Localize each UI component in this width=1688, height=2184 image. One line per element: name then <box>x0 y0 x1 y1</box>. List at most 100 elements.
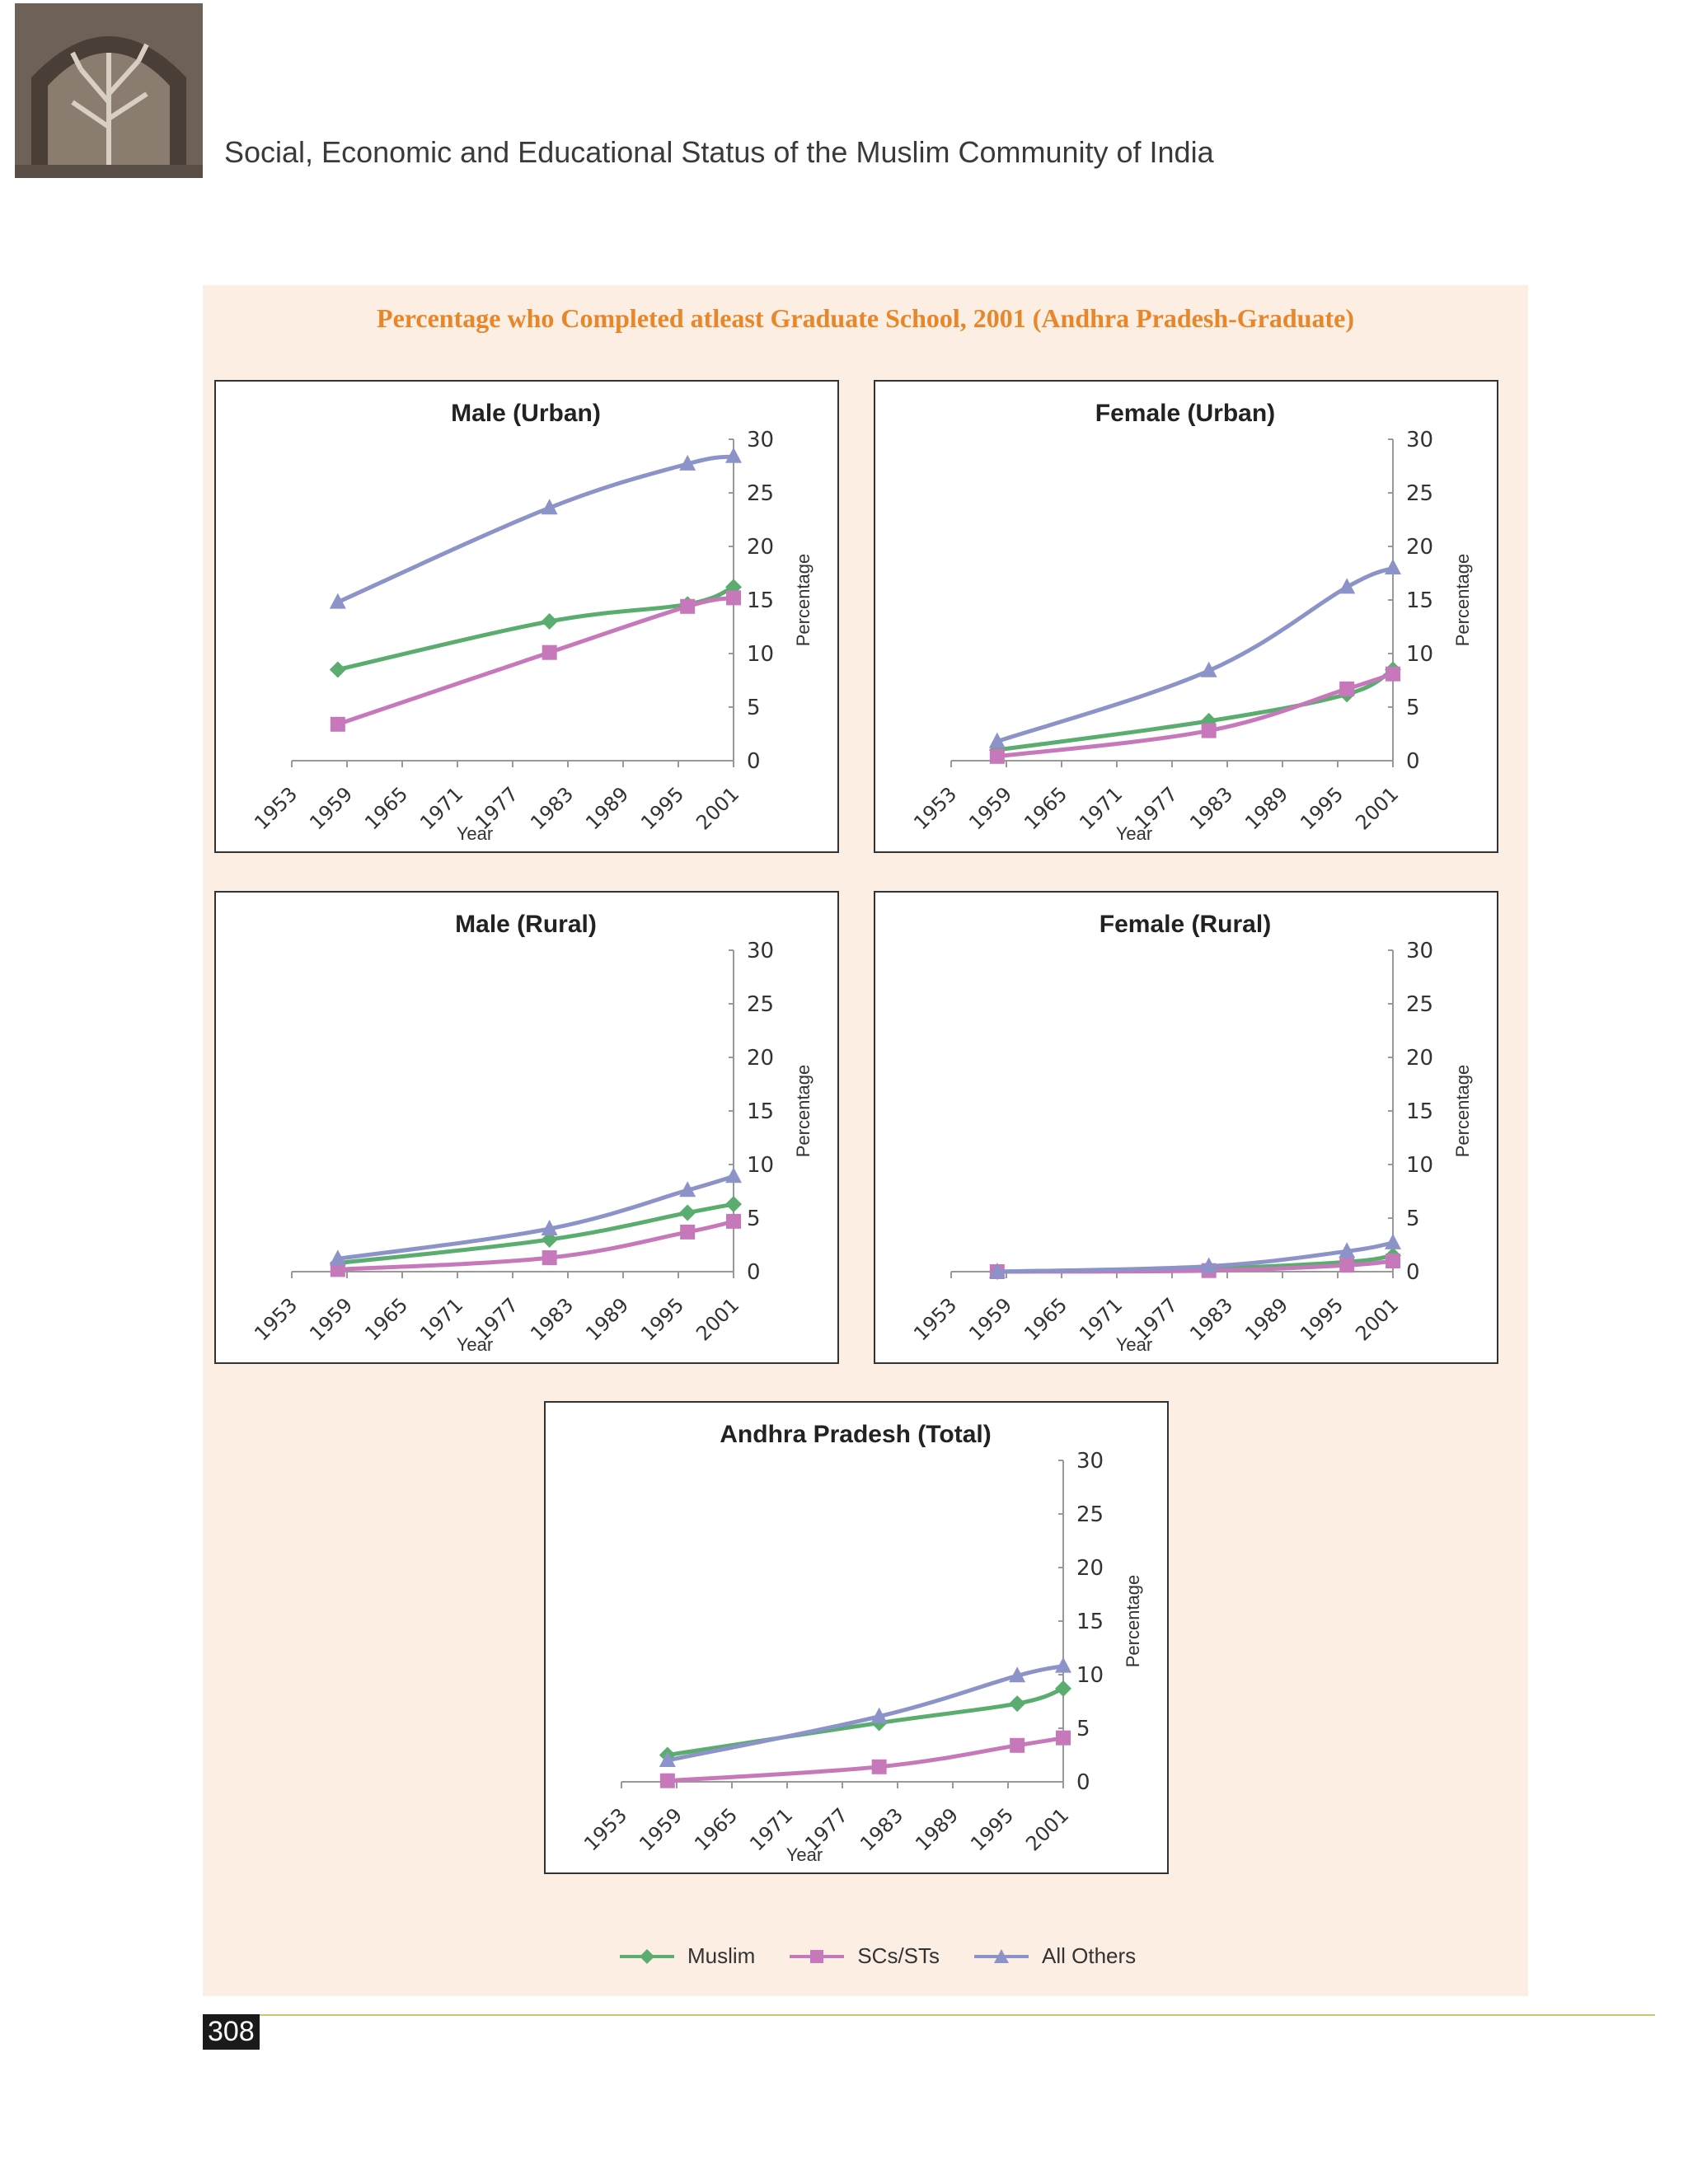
y-tick-label: 5 <box>1406 696 1420 720</box>
data-point-all-others <box>988 1263 1006 1278</box>
data-point-all-others <box>1385 559 1401 574</box>
x-tick-label: 1965 <box>690 1803 742 1855</box>
data-point-muslim <box>725 579 742 596</box>
y-tick-label: 20 <box>747 535 774 560</box>
chart-svg: Male (Urban)1953 1959 1965 1971 1977 1983 1989… <box>250 400 814 844</box>
data-point-all-others <box>725 447 742 463</box>
data-point-all-others <box>870 1707 888 1723</box>
data-point-scs-sts <box>1201 723 1217 738</box>
y-tick-label: 30 <box>1406 939 1433 963</box>
series-line-all-others <box>335 1174 736 1261</box>
x-tick-label: 1959 <box>635 1803 687 1855</box>
series-line-scs-sts <box>335 595 736 727</box>
x-tick-label: 1983 <box>526 782 578 834</box>
x-tick-label: 1959 <box>305 1293 357 1345</box>
data-point-scs-sts <box>726 1213 741 1229</box>
y-tick-label: 25 <box>1076 1502 1104 1527</box>
x-tick-label: 1965 <box>360 1293 412 1345</box>
legend-label-muslim: Muslim <box>687 1943 756 1968</box>
header-thumbnail-image <box>15 3 203 178</box>
x-tick-label: 1995 <box>636 1293 688 1345</box>
series-line-all-others <box>335 454 736 605</box>
x-tick-label: 1959 <box>305 782 357 834</box>
y-tick-label: 0 <box>1406 1260 1420 1285</box>
y-tick-label: 10 <box>1406 1153 1433 1178</box>
data-point-muslim <box>1009 1695 1026 1713</box>
x-tick-label: 2001 <box>692 1293 743 1345</box>
x-axis-label: Year <box>1116 823 1152 844</box>
data-point-scs-sts <box>659 1773 675 1788</box>
x-axis-label: Year <box>457 823 493 844</box>
chart-svg: Female (Urban)1953 1959 1965 1971 1977 1983 19… <box>909 400 1473 844</box>
y-tick-label: 10 <box>747 642 774 667</box>
y-tick-label: 25 <box>1406 481 1433 506</box>
chart-title: Male (Urban) <box>451 400 601 427</box>
x-tick-label: 1965 <box>360 782 412 834</box>
data-point-scs-sts <box>542 644 557 660</box>
x-tick-label: 1953 <box>250 1293 302 1345</box>
y-tick-label: 5 <box>1076 1717 1090 1741</box>
data-point-scs-sts <box>989 748 1005 764</box>
chart-female-urban: Female (Urban) 1953 1959 1965 1971 1977 1983 19… <box>874 380 1498 853</box>
chart-title: Female (Rural) <box>1100 911 1271 938</box>
data-point-all-others <box>1339 578 1356 594</box>
data-point-scs-sts <box>330 1262 345 1277</box>
series-line-muslim <box>335 1202 736 1266</box>
data-point-muslim <box>329 661 346 678</box>
y-tick-label: 25 <box>747 481 774 506</box>
legend-marker-muslim <box>620 1948 674 1964</box>
series-line-all-others <box>665 1664 1066 1763</box>
x-tick-label: 1959 <box>964 782 1016 834</box>
data-point-all-others <box>679 1181 696 1197</box>
data-point-scs-sts <box>330 716 345 732</box>
series-line-scs-sts <box>665 1736 1066 1783</box>
data-point-scs-sts <box>871 1759 887 1774</box>
x-tick-label: 1953 <box>250 782 302 834</box>
data-point-scs-sts <box>680 1224 696 1240</box>
data-point-all-others <box>541 499 558 515</box>
legend-item-scst: SCs/STs <box>788 1943 940 1969</box>
y-axis-label: Percentage <box>1452 554 1473 647</box>
data-point-all-others <box>988 732 1006 748</box>
data-point-scs-sts <box>1056 1730 1071 1746</box>
y-tick-label: 15 <box>747 1099 774 1124</box>
data-point-all-others <box>725 1167 742 1183</box>
x-tick-label: 1983 <box>526 1293 578 1345</box>
y-axis-label: Percentage <box>1452 1065 1473 1158</box>
y-tick-label: 15 <box>1406 1099 1433 1124</box>
x-tick-label: 1953 <box>909 782 961 834</box>
series-line-muslim <box>665 1686 1066 1757</box>
chart-svg: Female (Rural)1953 1959 1965 1971 1977 1983 19… <box>909 911 1473 1355</box>
x-tick-label: 1989 <box>1240 782 1292 834</box>
data-point-muslim <box>679 1204 696 1221</box>
y-tick-label: 30 <box>747 428 774 452</box>
data-point-all-others <box>679 454 696 471</box>
legend-marker-all-others <box>974 1948 1029 1963</box>
data-point-all-others <box>1200 1257 1217 1273</box>
data-point-all-others <box>659 1751 676 1767</box>
legend-item-all-others: All Others <box>973 1943 1136 1969</box>
x-tick-label: 1995 <box>966 1803 1018 1855</box>
x-tick-label: 2001 <box>1021 1803 1073 1855</box>
y-tick-label: 10 <box>747 1153 774 1178</box>
chart-andhra-total: Andhra Pradesh (Total) 1953 1959 1965 1971 19… <box>544 1401 1169 1874</box>
data-point-all-others <box>541 1220 558 1235</box>
data-point-all-others <box>1009 1666 1026 1683</box>
data-point-scs-sts <box>1010 1737 1025 1753</box>
y-tick-label: 20 <box>1406 1046 1433 1071</box>
x-tick-label: 2001 <box>1351 1293 1403 1345</box>
data-point-all-others <box>1200 661 1217 677</box>
legend-marker-scst <box>790 1949 845 1963</box>
x-axis-label: Year <box>786 1844 823 1865</box>
x-tick-label: 2001 <box>692 782 743 834</box>
y-tick-label: 25 <box>747 992 774 1017</box>
chart-female-rural: Female (Rural) 1953 1959 1965 1971 1977 1983 19… <box>874 891 1498 1364</box>
y-tick-label: 0 <box>747 749 761 774</box>
y-tick-label: 5 <box>1406 1207 1420 1231</box>
page-number: 308 <box>203 2014 260 2050</box>
data-point-all-others <box>329 1249 346 1266</box>
data-point-scs-sts <box>1339 1258 1355 1273</box>
x-tick-label: 1989 <box>1240 1293 1292 1345</box>
chart-svg: Male (Rural)1953 1959 1965 1971 1977 1983 1989… <box>250 911 814 1355</box>
y-tick-label: 10 <box>1406 642 1433 667</box>
